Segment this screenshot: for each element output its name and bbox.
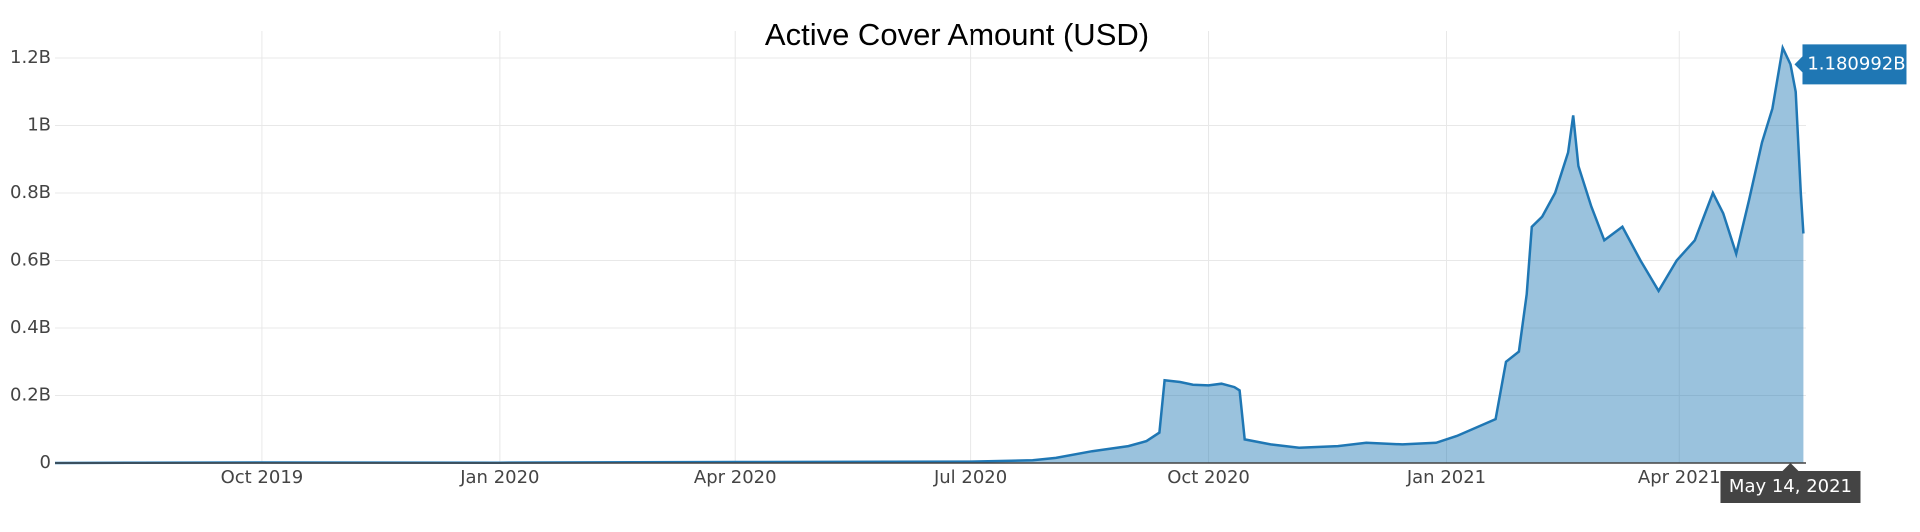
hover-date-label: May 14, 2021 — [1729, 476, 1852, 497]
hover-date-box — [1720, 463, 1861, 503]
y-tick-label: 1B — [27, 115, 51, 136]
chart-title: Active Cover Amount (USD) — [765, 17, 1149, 52]
area — [55, 47, 1804, 464]
y-tick-label: 0.4B — [10, 317, 51, 338]
y-tick-label: 0.6B — [10, 250, 51, 271]
x-tick-label: Jan 2020 — [459, 467, 539, 488]
x-tick-label: Oct 2019 — [221, 467, 304, 488]
x-tick-label: Apr 2021 — [1638, 467, 1721, 488]
x-tick-label: Jan 2021 — [1406, 467, 1486, 488]
y-tick-label: 1.2B — [10, 47, 51, 68]
hover-value-box — [1794, 44, 1907, 85]
x-tick-label: Jul 2020 — [933, 467, 1007, 488]
line — [54, 43, 1805, 465]
x-tick-label: Apr 2020 — [694, 467, 777, 488]
y-tick-label: 0.2B — [10, 385, 51, 406]
y-tick-label: 0 — [40, 452, 51, 473]
hover-value-label: 1.180992B — [1807, 53, 1905, 74]
y-tick-label: 0.8B — [10, 182, 51, 203]
x-tick-label: Oct 2020 — [1167, 467, 1250, 488]
